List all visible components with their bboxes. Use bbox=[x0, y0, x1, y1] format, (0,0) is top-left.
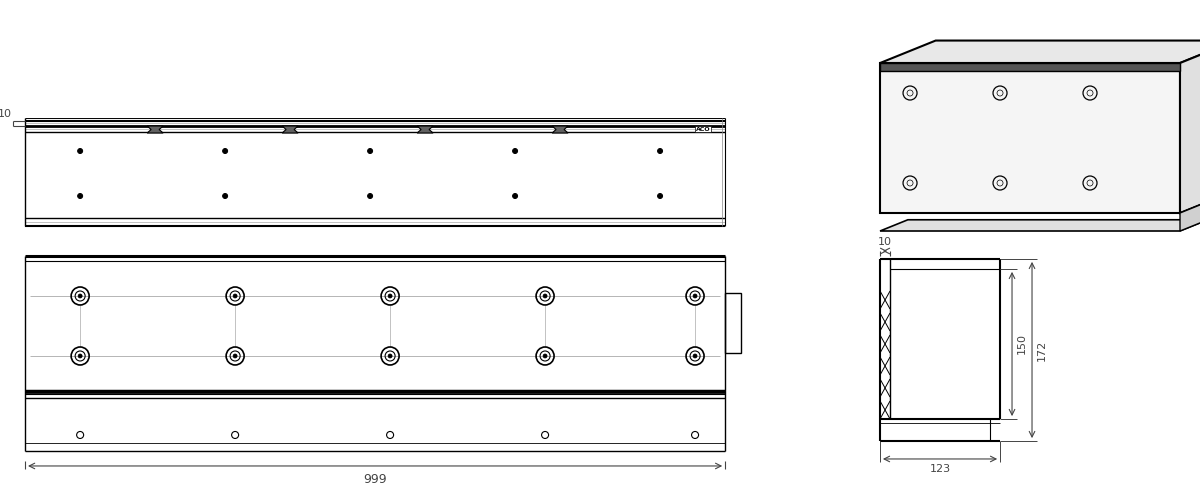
Polygon shape bbox=[552, 126, 568, 133]
Circle shape bbox=[233, 294, 238, 298]
Polygon shape bbox=[418, 126, 433, 133]
Text: 150: 150 bbox=[1018, 333, 1027, 355]
Text: 10: 10 bbox=[0, 109, 12, 119]
Circle shape bbox=[223, 148, 228, 154]
Text: 172: 172 bbox=[1037, 339, 1048, 360]
Polygon shape bbox=[880, 63, 1180, 213]
Circle shape bbox=[78, 193, 83, 198]
Polygon shape bbox=[880, 220, 1200, 231]
Polygon shape bbox=[148, 126, 163, 133]
Circle shape bbox=[388, 354, 392, 358]
Polygon shape bbox=[880, 63, 1180, 71]
Text: 999: 999 bbox=[364, 473, 386, 486]
Circle shape bbox=[367, 193, 373, 198]
Circle shape bbox=[367, 148, 373, 154]
Circle shape bbox=[388, 294, 392, 298]
Text: 123: 123 bbox=[930, 464, 950, 474]
Circle shape bbox=[544, 294, 547, 298]
Circle shape bbox=[78, 294, 82, 298]
Circle shape bbox=[544, 354, 547, 358]
Circle shape bbox=[223, 193, 228, 198]
Text: ACO: ACO bbox=[696, 127, 710, 132]
Circle shape bbox=[512, 193, 517, 198]
Bar bbox=[725, 294, 742, 354]
Text: 10: 10 bbox=[878, 237, 892, 247]
Polygon shape bbox=[282, 126, 298, 133]
Polygon shape bbox=[1180, 41, 1200, 213]
Circle shape bbox=[78, 354, 82, 358]
Circle shape bbox=[512, 148, 517, 154]
Circle shape bbox=[658, 193, 662, 198]
Circle shape bbox=[694, 294, 697, 298]
Circle shape bbox=[658, 148, 662, 154]
Circle shape bbox=[694, 354, 697, 358]
Circle shape bbox=[233, 354, 238, 358]
Polygon shape bbox=[1180, 202, 1200, 231]
Circle shape bbox=[78, 148, 83, 154]
Polygon shape bbox=[880, 41, 1200, 63]
